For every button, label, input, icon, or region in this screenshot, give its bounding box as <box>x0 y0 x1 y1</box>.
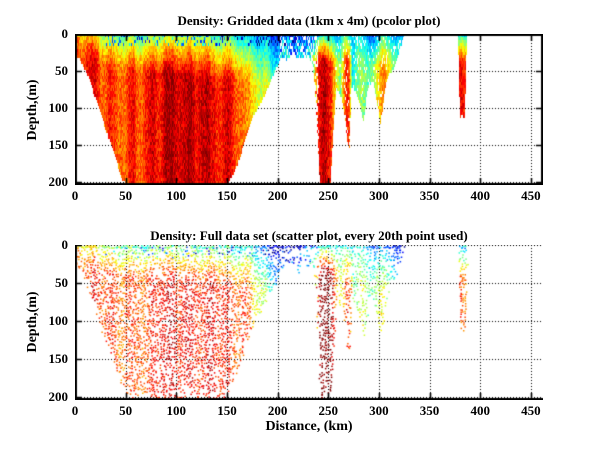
x-tick-label: 100 <box>166 188 187 203</box>
pcolor-plot-canvas <box>75 34 543 185</box>
x-tick-label: 350 <box>419 188 440 203</box>
bottom-y-axis-label: Depth,(m) <box>25 291 40 353</box>
x-tick-label: 300 <box>369 188 389 203</box>
scatter-plot-canvas <box>75 245 543 400</box>
y-tick-label: 50 <box>55 63 68 78</box>
x-tick-label: 200 <box>267 403 288 418</box>
x-tick-label: 300 <box>369 403 389 418</box>
x-tick-label: 400 <box>470 403 490 418</box>
y-tick-label: 200 <box>48 388 69 404</box>
y-tick-label: 150 <box>48 137 69 153</box>
x-tick-label: 50 <box>119 403 133 418</box>
x-tick-label: 150 <box>217 188 237 203</box>
top-plot-title: Density: Gridded data (1km x 4m) (pcolor… <box>177 13 441 28</box>
x-axis-label: Distance, (km) <box>265 419 353 434</box>
x-tick-label: 400 <box>470 188 490 203</box>
bottom-plot-title: Density: Full data set (scatter plot, ev… <box>150 228 468 243</box>
x-tick-label: 150 <box>217 403 237 418</box>
y-tick-label: 100 <box>48 100 69 116</box>
x-tick-label: 50 <box>119 188 133 203</box>
y-tick-label: 200 <box>48 174 69 190</box>
x-tick-label: 200 <box>267 188 288 203</box>
y-tick-label: 50 <box>55 274 68 290</box>
x-tick-label: 250 <box>318 188 338 203</box>
y-tick-label: 100 <box>48 312 69 328</box>
x-tick-label: 450 <box>521 403 541 418</box>
x-tick-label: 0 <box>71 403 79 418</box>
y-tick-label: 0 <box>61 237 69 252</box>
x-tick-label: 100 <box>166 403 187 418</box>
top-y-axis-label: Depth,(m) <box>25 79 40 141</box>
y-tick-label: 150 <box>48 350 69 366</box>
x-tick-label: 250 <box>318 403 338 418</box>
x-tick-label: 350 <box>419 403 440 418</box>
x-tick-label: 450 <box>521 188 541 203</box>
y-tick-label: 0 <box>61 26 69 41</box>
x-tick-label: 0 <box>71 188 79 203</box>
